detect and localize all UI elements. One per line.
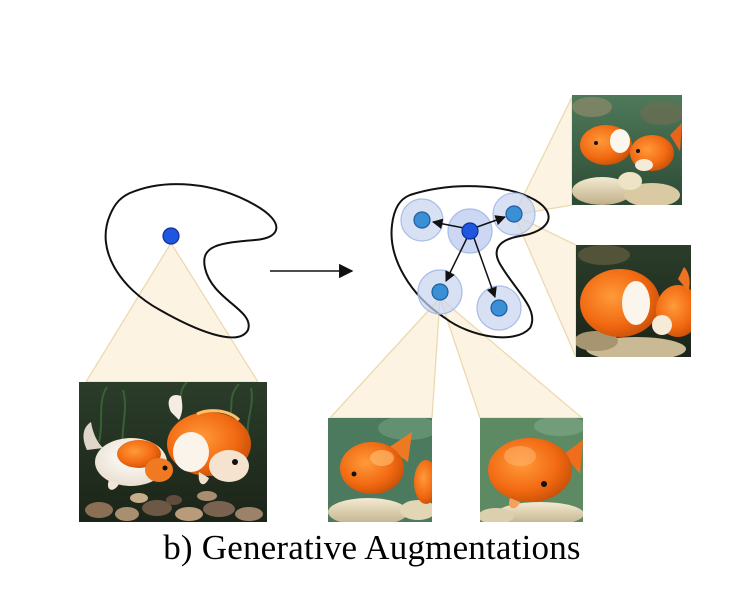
augmented-node-bottom-left — [431, 283, 449, 301]
original-image — [79, 382, 267, 522]
generated-image-mid-right — [576, 245, 691, 357]
projection-cones — [84, 96, 584, 419]
left-manifold-outline — [104, 183, 278, 339]
arrow-to-top-right — [476, 215, 506, 228]
right-manifold-outline — [390, 185, 550, 339]
augmentation-arrows — [431, 215, 506, 298]
generated-image-top-right — [572, 95, 682, 205]
generated-image-bottom-right — [480, 418, 583, 522]
arrow-to-bottom-left — [445, 237, 468, 282]
generated-image-bottom-left — [328, 418, 432, 522]
arrow-to-bottom-right — [473, 237, 497, 298]
arrow-to-top-left — [431, 218, 465, 229]
center-sample-node — [461, 222, 479, 240]
figure-caption: b) Generative Augmentations — [163, 528, 581, 567]
projection-cone-bottom-left — [328, 296, 441, 419]
augmented-node-top-left — [413, 211, 431, 229]
augmented-node-bottom-right — [490, 299, 508, 317]
original-sample-node — [162, 227, 180, 245]
augmented-node-top-right — [505, 205, 523, 223]
augmentation-nodes — [413, 205, 523, 317]
